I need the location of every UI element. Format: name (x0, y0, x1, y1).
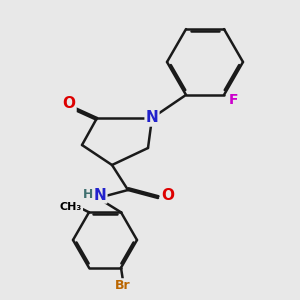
Text: O: O (161, 188, 175, 203)
Text: O: O (62, 97, 76, 112)
Text: Br: Br (115, 279, 131, 292)
Text: F: F (229, 93, 239, 107)
Text: N: N (146, 110, 158, 125)
Text: CH₃: CH₃ (60, 202, 82, 212)
Text: N: N (94, 188, 106, 202)
Text: H: H (83, 188, 93, 202)
